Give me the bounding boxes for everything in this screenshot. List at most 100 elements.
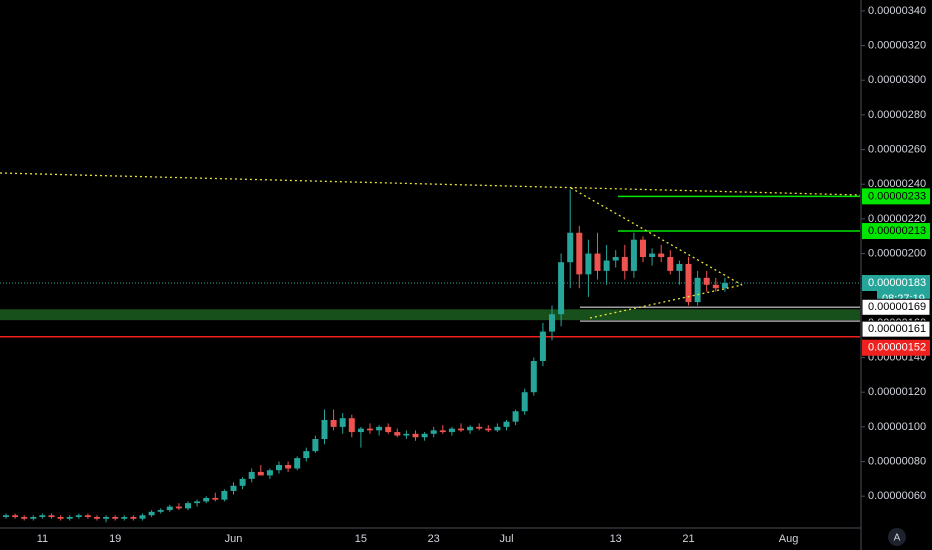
candle-body bbox=[185, 503, 191, 509]
candle-body bbox=[385, 426, 392, 433]
candle-body bbox=[48, 515, 55, 518]
candle-body bbox=[703, 277, 710, 285]
candle-body bbox=[194, 501, 201, 504]
candle-body bbox=[467, 426, 474, 431]
candle-body bbox=[348, 418, 355, 433]
y-tick-label: 0.00000060 bbox=[868, 490, 926, 502]
candle-body bbox=[3, 515, 9, 518]
x-tick-label: Jul bbox=[499, 533, 513, 545]
candle-body bbox=[312, 439, 319, 452]
auto-scale-button[interactable] bbox=[888, 528, 906, 546]
triangle-lower bbox=[589, 284, 743, 319]
candle-body bbox=[476, 426, 483, 429]
candle-body bbox=[667, 257, 674, 271]
candle-body bbox=[21, 517, 28, 519]
candle-body bbox=[84, 515, 91, 518]
support-zone bbox=[0, 309, 860, 321]
candle-body bbox=[594, 253, 601, 271]
candle-body bbox=[448, 428, 455, 433]
y-tick-label: 0.00000320 bbox=[868, 39, 926, 51]
x-tick-label: Jun bbox=[225, 533, 243, 545]
y-tick-label: 0.00000280 bbox=[868, 109, 926, 121]
candle-body bbox=[521, 392, 528, 412]
candle-body bbox=[640, 239, 646, 258]
candle-body bbox=[294, 458, 301, 469]
candle-body bbox=[367, 428, 373, 431]
axis-layer: 0.00000340 0.00000320 0.00000300 0.00000280… bbox=[37, 5, 931, 545]
candle-body bbox=[221, 491, 228, 500]
level-label: 0.00000169 bbox=[868, 301, 926, 313]
candle-body bbox=[485, 428, 492, 431]
candle-body bbox=[494, 426, 501, 431]
candle-body bbox=[539, 331, 546, 362]
x-tick-label: 23 bbox=[428, 533, 440, 545]
candle-body bbox=[121, 517, 128, 519]
candle-body bbox=[530, 361, 537, 393]
y-tick-label: 0.00000260 bbox=[868, 143, 926, 155]
candle-body bbox=[230, 485, 237, 492]
candle-body bbox=[257, 471, 264, 476]
candle-body bbox=[285, 465, 292, 469]
candle-body bbox=[412, 433, 419, 438]
level-label-box bbox=[861, 298, 931, 316]
candle-body bbox=[658, 253, 665, 258]
candle-body bbox=[266, 470, 273, 476]
trendline bbox=[0, 172, 861, 196]
level-label: 0.00000233 bbox=[868, 190, 926, 202]
x-tick-label: Aug bbox=[779, 533, 799, 545]
y-tick-label: 0.00000220 bbox=[868, 213, 926, 225]
candle-body bbox=[567, 232, 574, 263]
candle-body bbox=[203, 497, 210, 502]
level-label-box bbox=[861, 320, 931, 338]
candle-body bbox=[694, 277, 701, 303]
candle-body bbox=[621, 257, 628, 271]
candle-body bbox=[30, 517, 37, 519]
candle-body bbox=[66, 517, 73, 519]
candle-body bbox=[94, 517, 100, 519]
candle-body bbox=[239, 478, 246, 486]
candle-body bbox=[157, 510, 164, 512]
zone-layer bbox=[0, 195, 860, 338]
level-label-box bbox=[862, 339, 930, 356]
candle-body bbox=[12, 515, 19, 518]
level-label-box bbox=[862, 275, 930, 292]
y-tick-label: 0.00000300 bbox=[868, 74, 926, 86]
candle-body bbox=[112, 517, 119, 519]
candle-body bbox=[676, 263, 683, 271]
candle-body bbox=[103, 517, 110, 519]
candle-body bbox=[75, 515, 82, 518]
candle-body bbox=[612, 257, 619, 261]
y-tick-label: 0.00000120 bbox=[868, 386, 926, 398]
candle-body bbox=[649, 253, 656, 258]
y-tick-label: 0.00000200 bbox=[868, 247, 926, 259]
candle-body bbox=[339, 418, 346, 427]
x-tick-label: 15 bbox=[355, 533, 367, 545]
candle-body bbox=[276, 465, 282, 471]
level-label: 0.00000152 bbox=[868, 342, 926, 354]
candle-body bbox=[549, 314, 555, 332]
candle-body bbox=[721, 283, 728, 289]
candle-body bbox=[330, 419, 337, 427]
candle-body bbox=[376, 426, 383, 431]
candle-body bbox=[430, 430, 437, 434]
y-tick-label: 0.00000080 bbox=[868, 455, 926, 467]
candle-body bbox=[394, 432, 401, 436]
level-label-box bbox=[862, 223, 930, 240]
x-tick-label: 11 bbox=[37, 533, 48, 545]
candle-body bbox=[712, 284, 719, 289]
candle-body bbox=[458, 428, 464, 431]
y-tick-label: 0.00000100 bbox=[868, 421, 926, 433]
candle-body bbox=[439, 430, 446, 433]
candle-body bbox=[421, 433, 428, 438]
level-label-box bbox=[862, 188, 930, 205]
candle-body bbox=[303, 451, 310, 459]
candle-body bbox=[630, 239, 637, 271]
auto-scale-label[interactable]: A bbox=[894, 533, 901, 544]
x-tick-label: 19 bbox=[109, 533, 121, 545]
candle-body bbox=[148, 511, 155, 516]
candle-body bbox=[512, 411, 519, 422]
candle-body bbox=[403, 433, 410, 436]
candle-body bbox=[166, 506, 173, 511]
candle-body bbox=[130, 517, 137, 519]
